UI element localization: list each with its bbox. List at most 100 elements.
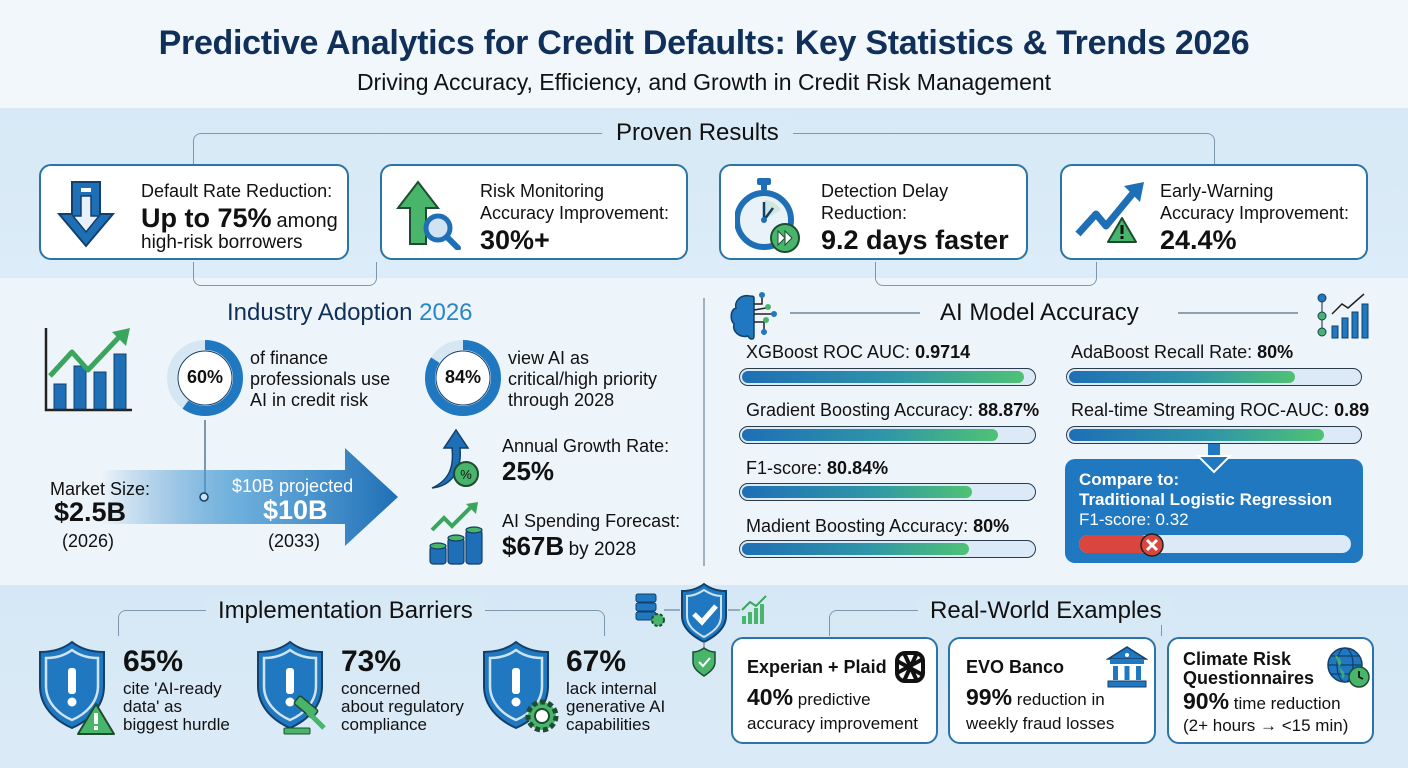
detection-delay-label-2: Reduction: <box>821 203 908 223</box>
evo-banco-value: 99% <box>966 684 1013 710</box>
shield-gavel-icon <box>257 640 326 735</box>
early-warning-label-2: Accuracy Improvement: <box>1160 203 1350 223</box>
detection-delay-value: 9.2 days faster <box>821 225 1009 255</box>
bank-icon <box>1106 646 1148 688</box>
market-size-current: $2.5B <box>54 497 127 527</box>
accuracy-title-rule-left <box>790 312 920 314</box>
gradient-boosting-value: 88.87% <box>978 400 1040 420</box>
ring-60-line2: professionals use <box>250 369 391 389</box>
progress-bar-xgboost <box>739 368 1036 386</box>
compare-bar <box>1079 535 1351 553</box>
progress-bar-madient-boosting <box>739 540 1036 558</box>
result-card-early-warning: Early-Warning Accuracy Improvement: 24.4… <box>1060 164 1368 260</box>
result-card-detection-delay: Detection Delay Reduction: 9.2 days fast… <box>719 164 1028 260</box>
trend-up-warning-icon <box>1075 182 1144 243</box>
brain-circuit-icon <box>730 292 777 340</box>
progress-bar-adaboost <box>1066 368 1362 386</box>
realtime-streaming-label: Real-time Streaming ROC-AUC: <box>1071 400 1330 420</box>
compare-line3: F1-score: 0.32 <box>1079 510 1189 529</box>
ring-84-line1: view AI as <box>508 348 590 368</box>
page-title: Predictive Analytics for Credit Defaults… <box>158 24 1250 62</box>
market-projected-label: $10B projected <box>232 476 354 496</box>
bar-label-f1: F1-score: 80.84% <box>746 458 888 479</box>
gradient-boosting-label: Gradient Boosting Accuracy: <box>746 400 974 420</box>
adaboost-value: 80% <box>1257 342 1294 362</box>
climate-title-1: Climate Risk <box>1183 649 1292 669</box>
ring-60-line3: AI in credit risk <box>250 390 369 410</box>
industry-adoption-title: Industry Adoption 2026 <box>227 299 473 327</box>
detection-delay-label-1: Detection Delay <box>821 181 949 201</box>
bar-label-adaboost: AdaBoost Recall Rate: 80% <box>1071 342 1293 363</box>
bar-label-realtime-streaming: Real-time Streaming ROC-AUC: 0.89 <box>1071 400 1369 421</box>
up-arrow-magnifier-icon <box>396 180 461 250</box>
evo-banco-desc1: reduction in <box>1016 690 1105 709</box>
risk-monitoring-label-2: Accuracy Improvement: <box>480 203 670 223</box>
early-warning-value: 24.4% <box>1160 225 1237 255</box>
progress-fill <box>742 543 969 555</box>
barrier-65-line3: biggest hurdle <box>123 715 230 734</box>
knot-logo-icon <box>895 651 925 683</box>
spending-label: AI Spending Forecast: <box>502 511 681 531</box>
example-card-experian: Experian + Plaid 40% predictive accuracy… <box>731 637 938 744</box>
ring-60-line1: of finance <box>250 348 329 368</box>
shield-alert-icon <box>39 640 115 735</box>
example-card-climate-risk: Climate Risk Questionnaires 90% time red… <box>1167 637 1374 744</box>
left-connector-bracket <box>193 262 377 286</box>
spending-suffix: by 2028 <box>568 539 637 560</box>
evo-banco-desc2: weekly fraud losses <box>966 714 1115 733</box>
svg-text:%: % <box>460 467 472 482</box>
market-projected-value: $10B <box>263 495 328 525</box>
default-rate-detail: high-risk borrowers <box>141 232 303 253</box>
growth-percent-icon: % <box>431 428 479 489</box>
default-rate-label: Default Rate Reduction: <box>141 181 333 201</box>
risk-monitoring-label-1: Risk Monitoring <box>480 181 605 201</box>
climate-desc1: time reduction <box>1233 694 1341 713</box>
spending-value: $67B <box>502 531 565 561</box>
default-rate-suffix: among <box>276 210 338 232</box>
example-card-evo-banco: EVO Banco 99% reduction in weekly fraud … <box>948 637 1156 744</box>
climate-desc-line1: 90% time reduction <box>1183 688 1341 714</box>
ring-84-line3: through 2028 <box>508 390 615 410</box>
donut-60-percent <box>167 340 243 416</box>
barrier-73-line3: compliance <box>341 715 427 734</box>
proven-results-title: Proven Results <box>602 119 793 147</box>
donut-84-percent <box>425 340 501 416</box>
industry-adoption-title-text: Industry Adoption <box>227 299 413 326</box>
market-size-label: Market Size: <box>50 479 151 499</box>
progress-fill <box>742 429 999 441</box>
ring-84-line2: critical/high priority <box>508 369 658 389</box>
experian-desc-line1: 40% predictive <box>747 686 871 710</box>
progress-fill <box>742 371 1025 383</box>
experian-desc1: predictive <box>797 690 871 709</box>
progress-fill <box>742 486 972 498</box>
climate-value: 90% <box>1183 688 1230 714</box>
barrier-67-line1: lack internal <box>566 679 657 698</box>
globe-clock-icon <box>1327 647 1370 688</box>
shield-gear-icon <box>483 640 559 733</box>
database-gear-icon <box>635 593 665 627</box>
header <box>0 0 1408 108</box>
madient-boosting-label: Madient Boosting Accuracy: <box>746 516 969 536</box>
bar-chart-trend-icon <box>44 328 132 412</box>
progress-bar-gradient-boosting <box>739 426 1036 444</box>
bar-label-xgboost: XGBoost ROC AUC: 0.9714 <box>746 342 970 363</box>
xgboost-label: XGBoost ROC AUC: <box>746 342 911 362</box>
madient-boosting-value: 80% <box>973 516 1010 536</box>
default-rate-value: Up to 75% <box>141 203 272 233</box>
section-divider <box>703 298 705 566</box>
bar-label-madient-boosting: Madient Boosting Accuracy: 80% <box>746 516 1009 537</box>
right-connector-bracket <box>875 262 1097 286</box>
progress-bar-f1 <box>739 483 1036 501</box>
spending-value-line: $67B by 2028 <box>502 531 636 562</box>
barrier-65-line1: cite 'AI-ready <box>123 679 222 698</box>
down-pointer-icon <box>1196 444 1232 474</box>
bar-label-gradient-boosting: Gradient Boosting Accuracy: 88.87% <box>746 400 1039 421</box>
x-mark-icon <box>1140 533 1164 557</box>
coins-stack-icon <box>429 502 483 565</box>
barrier-67-line2: generative AI <box>566 697 666 716</box>
risk-monitoring-value: 30%+ <box>480 225 550 255</box>
barrier-73-line1: concerned <box>341 679 421 698</box>
adaboost-label: AdaBoost Recall Rate: <box>1071 342 1253 362</box>
barrier-67-line3: capabilities <box>566 715 651 734</box>
down-arrow-icon <box>57 181 115 248</box>
